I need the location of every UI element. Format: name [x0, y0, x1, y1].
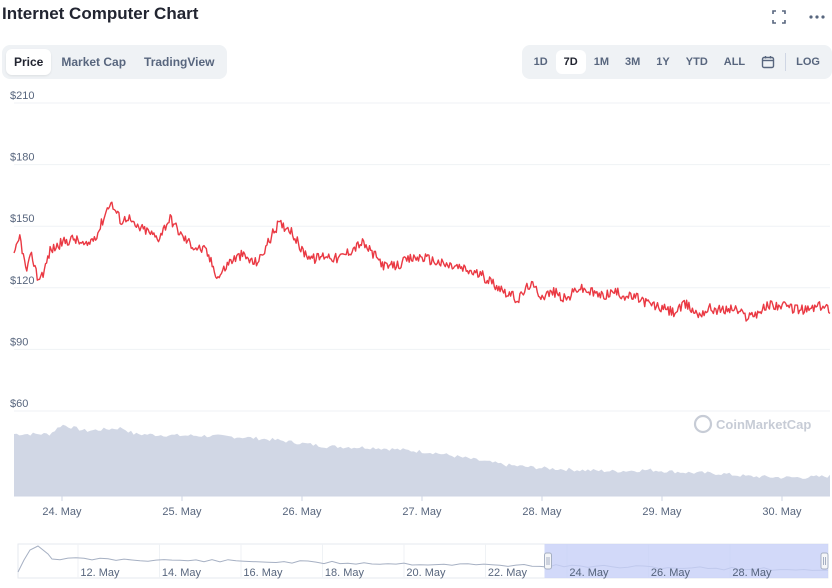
range-ytd[interactable]: YTD — [685, 56, 708, 68]
navigator-tick-label-overlay: 26. May — [651, 567, 691, 579]
x-axis-ticks: 24. May 25. May 26. May 27. May 28. May 29. M… — [42, 496, 802, 518]
y-axis-ticks: $210 $180 $150 $120 $90 $60 — [10, 90, 34, 410]
price-series — [13, 201, 831, 322]
range-1d[interactable]: 1D — [533, 56, 548, 68]
calendar-icon[interactable] — [753, 50, 783, 74]
x-tick-label: 26. May — [282, 506, 322, 518]
range-all[interactable]: ALL — [723, 56, 746, 68]
range-7d[interactable]: 7D — [555, 50, 586, 74]
range-1y[interactable]: 1Y — [656, 56, 670, 68]
y-tick-label: $210 — [10, 90, 34, 102]
y-tick-label: $180 — [10, 152, 34, 164]
x-tick-label: 24. May — [42, 506, 82, 518]
navigator-tick-label: 16. May — [243, 567, 283, 579]
tab-price[interactable]: Price — [6, 49, 52, 75]
tab-tradingview[interactable]: TradingView — [144, 55, 215, 69]
navigator-tick-label: 18. May — [325, 567, 365, 579]
navigator-tick-label: 20. May — [406, 567, 446, 579]
navigator-tick-label-overlay: 24. May — [569, 567, 609, 579]
chart-type-tabs: Price Market Cap TradingView — [2, 45, 227, 79]
navigator: 12. May 14. May 16. May 18. May 20. May 22. M… — [17, 543, 829, 579]
volume-area — [14, 424, 830, 497]
navigator-tick-label-overlay: 28. May — [732, 567, 772, 579]
log-toggle[interactable]: LOG — [796, 56, 820, 68]
navigator-selection[interactable] — [544, 544, 829, 578]
x-tick-label: 30. May — [762, 506, 802, 518]
grid-lines — [14, 102, 830, 412]
range-3m[interactable]: 3M — [625, 56, 641, 68]
watermark: CoinMarketCap — [693, 414, 811, 434]
range-1m[interactable]: 1M — [593, 56, 610, 68]
y-tick-label: $60 — [10, 398, 28, 410]
x-tick-label: 27. May — [402, 506, 442, 518]
y-tick-label: $90 — [10, 336, 28, 348]
y-tick-label: $120 — [10, 275, 34, 287]
x-tick-label: 29. May — [642, 506, 682, 518]
watermark-text: CoinMarketCap — [716, 417, 811, 432]
x-tick-label: 25. May — [162, 506, 202, 518]
top-icons — [770, 8, 826, 26]
price-line — [13, 201, 831, 322]
navigator-handle-left[interactable] — [544, 552, 552, 570]
time-range-selector: 1D 7D 1M 3M 1Y YTD ALL LOG — [521, 45, 832, 79]
fullscreen-icon[interactable] — [770, 8, 788, 26]
navigator-tick-label: 12. May — [80, 567, 120, 579]
x-tick-label: 28. May — [522, 506, 562, 518]
volume-series — [14, 424, 830, 496]
more-dots-icon[interactable] — [808, 8, 826, 26]
navigator-tick-label: 22. May — [488, 567, 528, 579]
page-title: Internet Computer Chart — [2, 4, 199, 23]
range-divider — [785, 53, 787, 71]
coinmarketcap-logo-icon — [693, 414, 713, 434]
navigator-handle-right[interactable] — [820, 552, 829, 570]
navigator-tick-label: 14. May — [162, 567, 202, 579]
tab-market-cap[interactable]: Market Cap — [61, 55, 127, 69]
y-tick-label: $150 — [10, 213, 34, 225]
